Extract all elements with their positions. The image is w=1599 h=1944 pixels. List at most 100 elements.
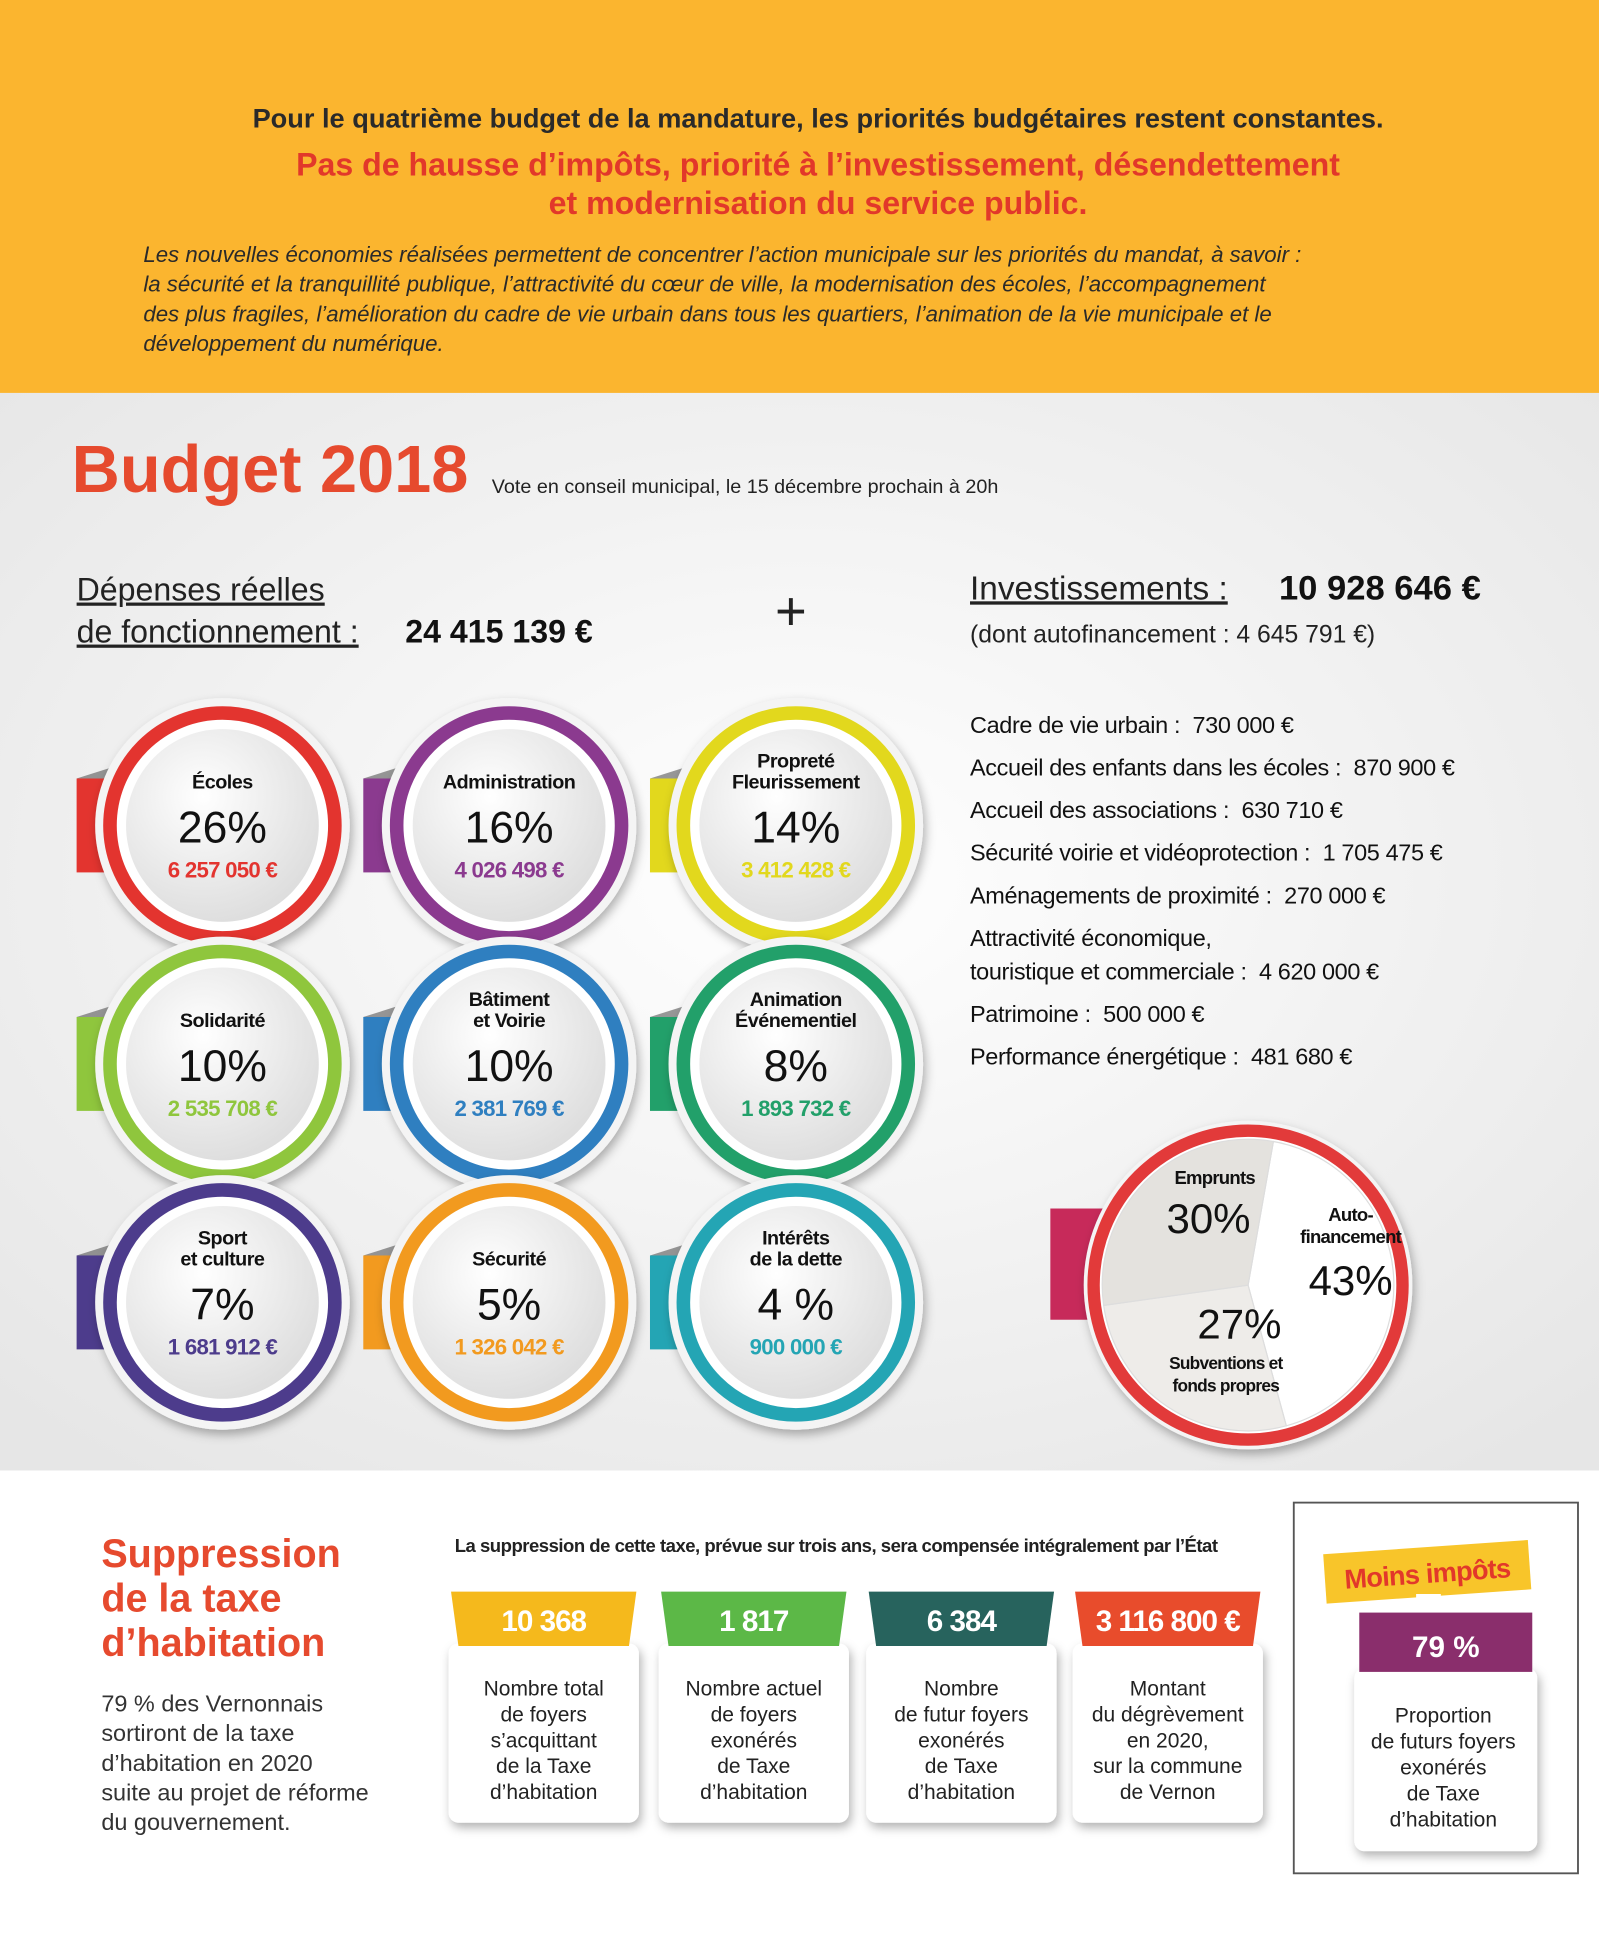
invest-item-label: Attractivité économique,	[970, 925, 1212, 951]
stat-text: d’habitation	[700, 1781, 807, 1804]
category-percent: 14%	[751, 804, 840, 853]
invest-item: Sécurité voirie et vidéoprotection : 1 70…	[970, 840, 1443, 866]
category-name: Administration	[443, 771, 576, 793]
invest-label: Investissements :	[970, 570, 1228, 607]
category-name: Sport	[198, 1227, 248, 1249]
taxe-title: de la taxe	[101, 1576, 281, 1620]
pie-label: Emprunts	[1174, 1167, 1255, 1188]
invest-item: Patrimoine : 500 000 €	[970, 1001, 1205, 1027]
header-band	[0, 0, 1599, 393]
invest-item-amount: 730 000 €	[1192, 712, 1293, 738]
depenses-label: de fonctionnement :	[77, 614, 359, 650]
invest-item: Cadre de vie urbain : 730 000 €	[970, 712, 1294, 738]
ribbon-band	[1323, 1540, 1532, 1604]
stat-header	[868, 1591, 1055, 1646]
category-name: Événementiel	[735, 1009, 857, 1032]
budget-subtitle: Vote en conseil municipal, le 15 décembr…	[492, 476, 999, 498]
pie-label: Auto-	[1328, 1204, 1373, 1225]
moins-text: exonérés	[1400, 1756, 1486, 1779]
moins-card	[1354, 1668, 1538, 1852]
invest-item-amount: 630 710 €	[1241, 797, 1342, 823]
stat-text: sur la commune	[1093, 1755, 1242, 1778]
category-amount: 2 381 769 €	[454, 1096, 564, 1121]
category-name: et Voirie	[473, 1010, 546, 1032]
circle-inner	[412, 729, 606, 922]
taxe-text: suite au projet de réforme	[101, 1779, 368, 1805]
stat-text: du dégrèvement	[1092, 1703, 1244, 1726]
category-name: Écoles	[192, 770, 253, 793]
header-paragraph: Les nouvelles économies réalisées permet…	[143, 242, 1301, 267]
invest-item: Accueil des enfants dans les écoles : 870…	[970, 754, 1455, 780]
pie-value: 30%	[1166, 1195, 1250, 1242]
invest-item: Performance énergétique : 481 680 €	[970, 1044, 1352, 1070]
invest-item: Aménagements de proximité : 270 000 €	[970, 882, 1386, 908]
invest-item-label: Accueil des enfants dans les écoles :	[970, 754, 1341, 780]
invest-item-amount: 500 000 €	[1103, 1001, 1204, 1027]
depenses-label: Dépenses réelles	[77, 572, 325, 608]
stat-text: exonérés	[711, 1729, 797, 1752]
moins-value: 79 %	[1412, 1631, 1480, 1664]
pie-value: 43%	[1309, 1257, 1393, 1304]
circle-inner	[126, 729, 319, 922]
header-line: Pour le quatrième budget de la mandature…	[253, 102, 1384, 133]
plus-sign: +	[775, 581, 807, 642]
invest-item: Attractivité économique,	[970, 925, 1212, 951]
category-name: et culture	[180, 1248, 265, 1270]
category-amount: 1 681 912 €	[168, 1334, 278, 1359]
circle-inner	[126, 967, 319, 1161]
stat-card	[658, 1643, 849, 1823]
circle-inner	[699, 967, 893, 1161]
depenses-amount: 24 415 139 €	[405, 614, 593, 650]
stat-value: 1 817	[719, 1605, 789, 1638]
category-amount: 1 893 732 €	[741, 1096, 851, 1121]
stat-text: Montant	[1130, 1677, 1206, 1700]
category-percent: 4 %	[757, 1281, 834, 1330]
category-percent: 7%	[190, 1281, 254, 1330]
category-name: Intérêts	[762, 1227, 830, 1249]
stat-text: d’habitation	[908, 1781, 1015, 1804]
category-percent: 16%	[465, 804, 554, 853]
moins-frame	[1292, 1501, 1579, 1875]
stat-text: Nombre total	[484, 1677, 604, 1700]
stat-text: exonérés	[918, 1729, 1004, 1752]
header-headline: et modernisation du service public.	[549, 185, 1088, 221]
header-headline: Pas de hausse d’impôts, priorité à l’inv…	[296, 146, 1340, 182]
moins-text: Proportion	[1395, 1705, 1492, 1728]
circle-inner	[412, 967, 606, 1161]
taxe-title: Suppression	[101, 1532, 340, 1576]
pie-label: Subventions et	[1169, 1353, 1283, 1373]
invest-amount: 10 928 646 €	[1279, 569, 1481, 607]
category-amount: 3 412 428 €	[741, 857, 851, 882]
category-name: Animation	[750, 989, 842, 1011]
category-name: Propreté	[757, 750, 835, 772]
category-amount: 2 535 708 €	[168, 1096, 278, 1121]
invest-item: touristique et commerciale : 4 620 000 €	[970, 958, 1379, 984]
moins-value-box	[1359, 1612, 1533, 1672]
taxe-title: d’habitation	[101, 1621, 325, 1665]
header-paragraph: développement du numérique.	[143, 331, 443, 356]
category-name: Bâtiment	[469, 989, 551, 1011]
pie-slice	[1102, 1284, 1288, 1432]
pie-label: fonds propres	[1173, 1375, 1280, 1395]
header-paragraph: la sécurité et la tranquillité publique,…	[143, 272, 1266, 297]
circle-inner	[412, 1206, 606, 1399]
moins-text: de Taxe	[1407, 1782, 1480, 1805]
moins-text: d’habitation	[1390, 1808, 1497, 1831]
taxe-text: du gouvernement.	[101, 1809, 290, 1835]
taxe-text: 79 % des Vernonnais	[101, 1690, 323, 1716]
moins-ribbon: Moins impôts	[1323, 1540, 1532, 1604]
invest-item-label: touristique et commerciale :	[970, 958, 1247, 984]
invest-item-label: Sécurité voirie et vidéoprotection :	[970, 840, 1310, 866]
stat-value: 6 384	[927, 1605, 998, 1638]
category-amount: 6 257 050 €	[168, 857, 278, 882]
category-name: de la dette	[750, 1248, 843, 1270]
category-percent: 5%	[477, 1281, 541, 1330]
category-amount: 4 026 498 €	[454, 857, 564, 882]
stat-text: en 2020,	[1127, 1729, 1209, 1752]
invest-item-label: Accueil des associations :	[970, 797, 1229, 823]
pie-slice	[1247, 1140, 1395, 1427]
header-paragraph: des plus fragiles, l’amélioration du cad…	[143, 301, 1271, 326]
stat-text: de foyers	[711, 1703, 797, 1726]
